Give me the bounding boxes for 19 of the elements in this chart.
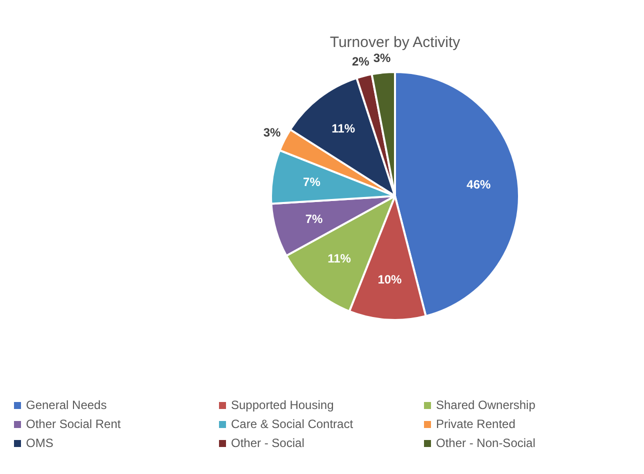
- legend-label: Care & Social Contract: [230, 417, 354, 431]
- legend-label: Other - Non-Social: [435, 436, 536, 450]
- legend-label: Private Rented: [435, 417, 516, 431]
- data-label: 10%: [378, 272, 402, 286]
- data-label: 46%: [466, 178, 491, 192]
- chart-title: Turnover by Activity: [330, 34, 461, 52]
- data-label: 3%: [373, 50, 392, 65]
- data-label: 7%: [303, 175, 321, 190]
- data-label: 11%: [332, 122, 356, 136]
- legend-label: Shared Ownership: [435, 398, 536, 412]
- data-label: 7%: [305, 212, 324, 226]
- legend-label: Other - Social: [230, 436, 306, 450]
- data-label: 2%: [352, 54, 370, 69]
- legend-label: OMS: [25, 436, 54, 450]
- legend-label: Supported Housing: [230, 398, 335, 412]
- legend-label: Other Social Rent: [25, 417, 122, 431]
- data-label: 11%: [328, 252, 352, 266]
- legend-label: General Needs: [25, 398, 108, 412]
- data-label: 3%: [263, 126, 282, 140]
